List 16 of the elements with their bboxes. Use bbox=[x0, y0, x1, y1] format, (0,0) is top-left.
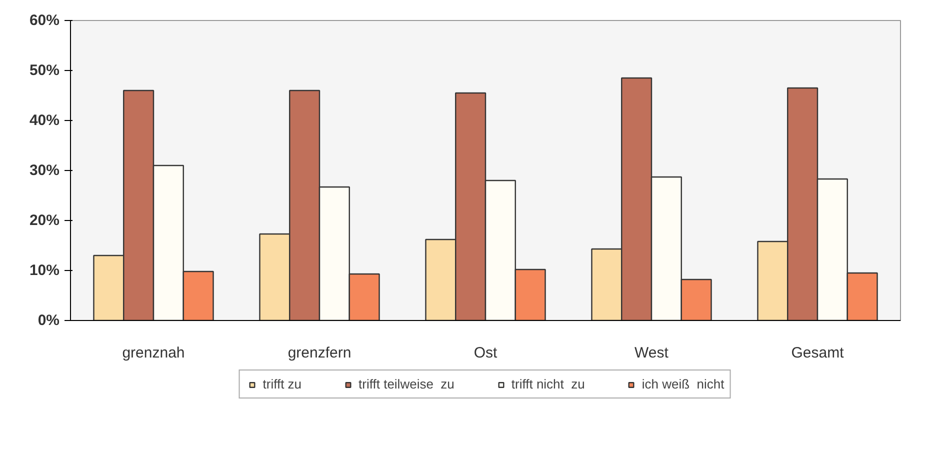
y-tick-label: 20% bbox=[29, 212, 60, 229]
y-tick-label: 10% bbox=[29, 262, 60, 279]
legend-label: trifft teilweise zu bbox=[358, 376, 454, 392]
x-tick-label: grenznah bbox=[122, 344, 185, 362]
x-tick-label: grenzfern bbox=[288, 344, 352, 362]
y-tick-label: 50% bbox=[29, 62, 60, 79]
y-tick-label: 0% bbox=[38, 312, 60, 329]
legend-label: ich weiß nicht bbox=[642, 376, 724, 392]
y-tick-label: 40% bbox=[29, 112, 60, 129]
legend-label: trifft nicht zu bbox=[511, 376, 585, 392]
y-tick-label: 60% bbox=[29, 12, 60, 29]
y-tick-label: 30% bbox=[29, 162, 60, 179]
x-tick-label: West bbox=[634, 344, 670, 362]
x-tick-label: Ost bbox=[474, 344, 498, 362]
legend-label: trifft zu bbox=[262, 376, 302, 392]
x-tick-label: Gesamt bbox=[791, 344, 845, 362]
